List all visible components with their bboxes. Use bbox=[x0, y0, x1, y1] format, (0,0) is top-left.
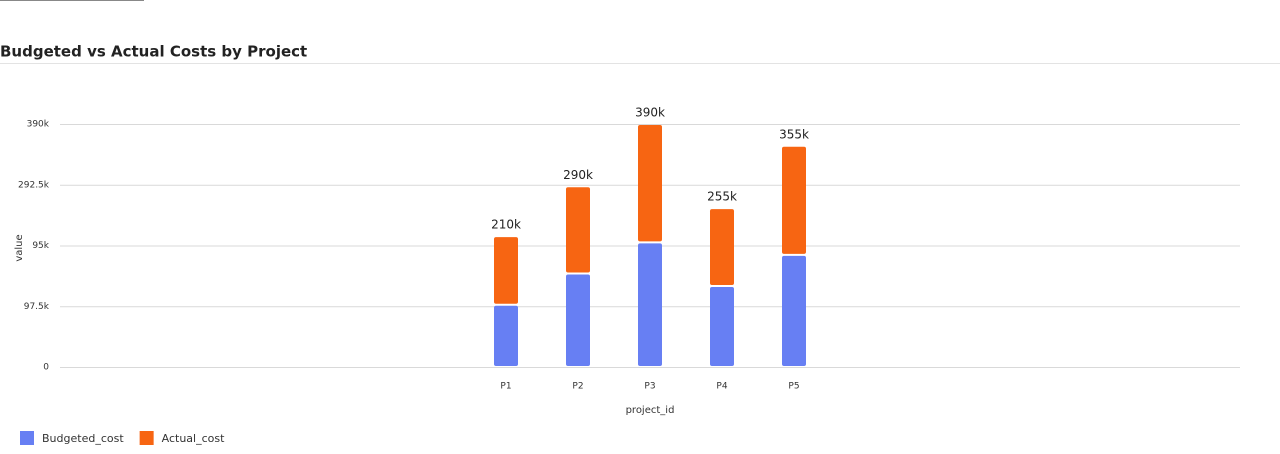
y-tick-label: 390k bbox=[27, 120, 50, 130]
y-tick-label: 95k bbox=[32, 241, 49, 251]
bar-segment bbox=[782, 255, 806, 366]
x-tick-label: P4 bbox=[716, 382, 727, 392]
y-tick-label: 97.5k bbox=[24, 302, 50, 312]
stack-label: 290k bbox=[563, 168, 593, 182]
bar-segment bbox=[566, 187, 590, 273]
bar-segment bbox=[494, 237, 518, 304]
bar-segment bbox=[566, 274, 590, 366]
stack-label: 210k bbox=[491, 218, 521, 232]
bar-segment bbox=[710, 287, 734, 366]
x-tick-label: P2 bbox=[572, 382, 583, 392]
x-axis-title: project_id bbox=[626, 405, 675, 416]
legend-swatch bbox=[20, 431, 34, 445]
stack-label: 355k bbox=[779, 127, 809, 141]
y-tick-label: 292.5k bbox=[18, 180, 50, 190]
bar-segment bbox=[710, 209, 734, 285]
bar-segment bbox=[638, 125, 662, 242]
bar-segment bbox=[782, 146, 806, 254]
stack-label: 255k bbox=[707, 190, 737, 204]
legend-swatch bbox=[139, 431, 154, 445]
stack-label: 390k bbox=[635, 106, 665, 120]
y-axis-title: value bbox=[14, 234, 25, 261]
bar-segment bbox=[638, 243, 662, 366]
legend-label: Budgeted_cost bbox=[42, 432, 124, 445]
chart-title: Budgeted vs Actual Costs by Project bbox=[0, 43, 307, 61]
x-tick-label: P3 bbox=[644, 382, 655, 392]
x-tick-label: P5 bbox=[788, 382, 799, 392]
bar-segment bbox=[494, 305, 518, 366]
x-tick-label: P1 bbox=[500, 382, 511, 392]
legend-label: Actual_cost bbox=[162, 432, 225, 445]
y-tick-label: 0 bbox=[43, 363, 49, 373]
